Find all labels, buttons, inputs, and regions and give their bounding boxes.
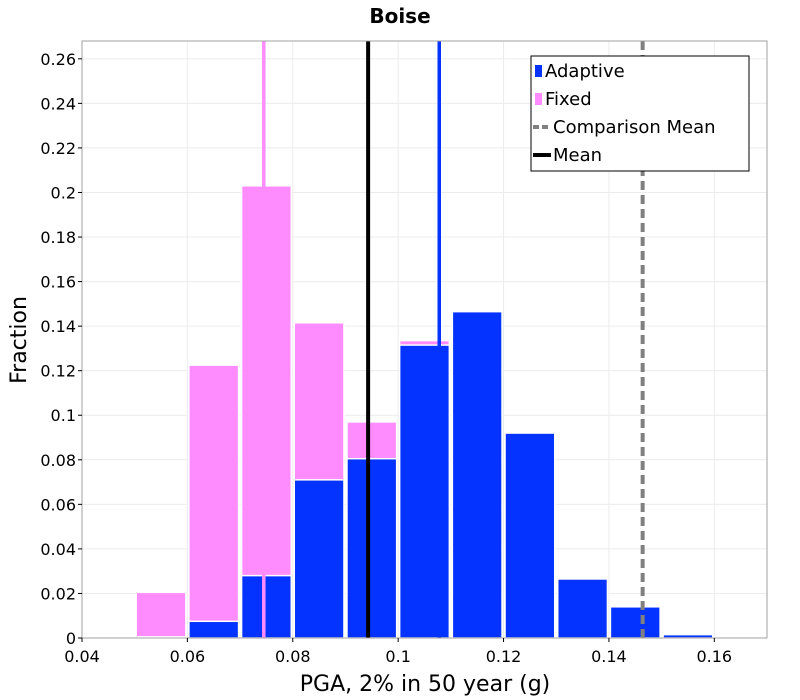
y-tick-label: 0.12 xyxy=(40,362,76,381)
legend-label-mean: Mean xyxy=(553,145,602,166)
y-tick-label: 0.2 xyxy=(51,183,76,202)
x-tick-label: 0.16 xyxy=(696,647,732,666)
bar-fixed xyxy=(135,591,187,639)
y-tick-label: 0.18 xyxy=(40,228,76,247)
x-tick-label: 0.06 xyxy=(170,647,206,666)
legend-box xyxy=(530,55,750,172)
y-tick-label: 0.24 xyxy=(40,94,76,113)
x-tick-label: 0.08 xyxy=(275,647,311,666)
bar-fixed xyxy=(240,185,293,639)
y-tick-label: 0.08 xyxy=(40,451,76,470)
legend-label-fixed: Fixed xyxy=(545,89,592,110)
legend-label-adaptive: Adaptive xyxy=(545,61,625,82)
x-tick-label: 0.1 xyxy=(385,647,410,666)
y-axis-ticks: 0 0.02 0.04 0.06 0.08 0.1 0.12 0.14 0.16 0.18 0.2 0… xyxy=(40,50,82,648)
bar-adaptive xyxy=(398,344,451,639)
x-axis-ticks: 0.04 0.06 0.08 0.1 0.12 0.14 0.16 xyxy=(64,638,732,666)
plot-frame xyxy=(81,40,768,639)
x-tick-label: 0.14 xyxy=(591,647,627,666)
y-tick-label: 0.02 xyxy=(40,584,76,603)
bar-adaptive xyxy=(556,578,609,639)
bars xyxy=(82,185,767,639)
legend-swatch-adaptive xyxy=(535,65,542,77)
bar-adaptive xyxy=(293,479,345,639)
chart-title: Boise xyxy=(369,4,430,28)
bar-adaptive xyxy=(188,620,240,639)
legend-swatch-fixed xyxy=(535,93,542,105)
y-tick-label: 0.04 xyxy=(40,540,76,559)
y-tick-label: 0.22 xyxy=(40,139,76,158)
bar-adaptive xyxy=(346,457,398,639)
bar-adaptive xyxy=(451,310,503,639)
y-tick-label: 0.26 xyxy=(40,50,76,69)
y-tick-label: 0.1 xyxy=(51,406,76,425)
bar-fixed xyxy=(188,364,240,639)
y-tick-label: 0.06 xyxy=(40,495,76,514)
bar-adaptive xyxy=(662,633,714,639)
x-tick-label: 0.04 xyxy=(64,647,100,666)
y-tick-label: 0.16 xyxy=(40,273,76,292)
bar-adaptive xyxy=(504,432,556,639)
bar-adaptive xyxy=(240,574,293,639)
bar-adaptive xyxy=(609,606,661,639)
legend-label-comparison-mean: Comparison Mean xyxy=(553,117,716,138)
y-tick-label: 0 xyxy=(66,629,76,648)
x-axis-label: PGA, 2% in 50 year (g) xyxy=(300,672,551,697)
y-axis-label: Fraction xyxy=(7,296,32,384)
x-tick-label: 0.12 xyxy=(486,647,522,666)
y-tick-label: 0.14 xyxy=(40,317,76,336)
legend: Adaptive Fixed Comparison Mean Mean xyxy=(530,55,750,172)
